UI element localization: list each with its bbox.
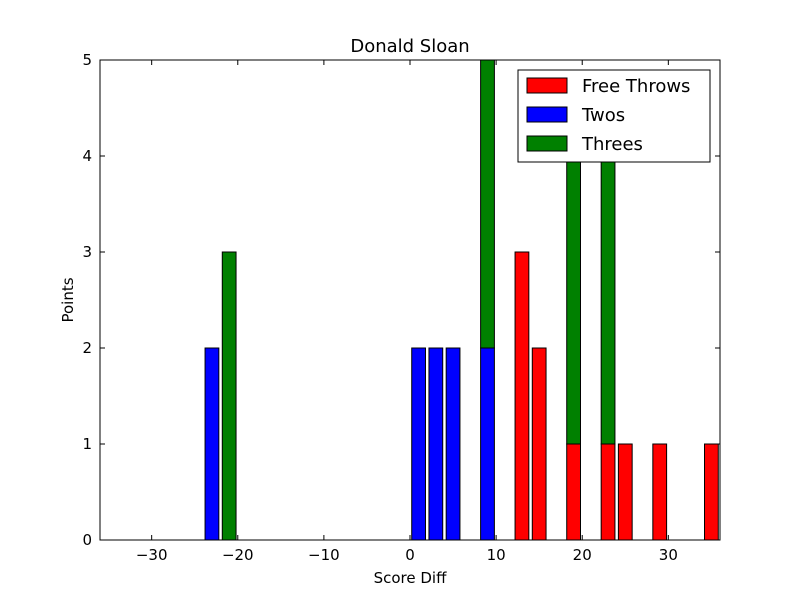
bar-free-throws: [514, 251, 530, 541]
bar-twos: [428, 347, 444, 541]
bar-twos: [445, 347, 461, 541]
bar-free-throws: [617, 443, 633, 541]
legend-label-threes: Threes: [581, 134, 643, 155]
bar-threes: [221, 251, 237, 541]
bars-layer: [204, 59, 719, 541]
x-axis-label: Score Diff: [374, 569, 447, 587]
legend-swatch-threes: [526, 135, 568, 152]
bar-twos: [204, 347, 220, 541]
y-tick-label: 2: [82, 339, 92, 357]
x-tick-label: 0: [405, 546, 415, 564]
legend-label-free-throws: Free Throws: [582, 76, 690, 97]
legend-swatch-twos: [526, 106, 568, 123]
bar-free-throws: [704, 443, 719, 541]
bar-free-throws: [566, 443, 582, 541]
y-tick-label: 1: [82, 435, 92, 453]
bar-threes: [600, 155, 616, 445]
bar-threes: [566, 155, 582, 445]
x-tick-label: 20: [573, 546, 592, 564]
bar-twos: [480, 347, 495, 541]
bar-free-throws: [600, 443, 616, 541]
legend-label-twos: Twos: [581, 105, 625, 126]
y-tick-label: 0: [82, 531, 92, 549]
ticks-layer: −30 −20 −10 0 10 20 30 0 1 2 3 4 5: [82, 51, 720, 564]
y-axis-label: Points: [59, 277, 77, 322]
y-tick-label: 4: [82, 147, 92, 165]
bar-free-throws: [531, 347, 547, 541]
legend-swatch-free-throws: [526, 77, 568, 94]
bar-twos: [411, 347, 427, 541]
bar-threes: [480, 59, 495, 349]
x-tick-label: −30: [136, 546, 168, 564]
y-tick-label: 3: [82, 243, 92, 261]
x-tick-label: 10: [487, 546, 506, 564]
legend: Free Throws Twos Threes: [517, 69, 711, 163]
chart-title: Donald Sloan: [350, 36, 469, 57]
x-tick-label: −10: [308, 546, 340, 564]
x-tick-label: 30: [659, 546, 678, 564]
x-tick-label: −20: [222, 546, 254, 564]
bar-free-throws: [652, 443, 668, 541]
y-tick-label: 5: [82, 51, 92, 69]
